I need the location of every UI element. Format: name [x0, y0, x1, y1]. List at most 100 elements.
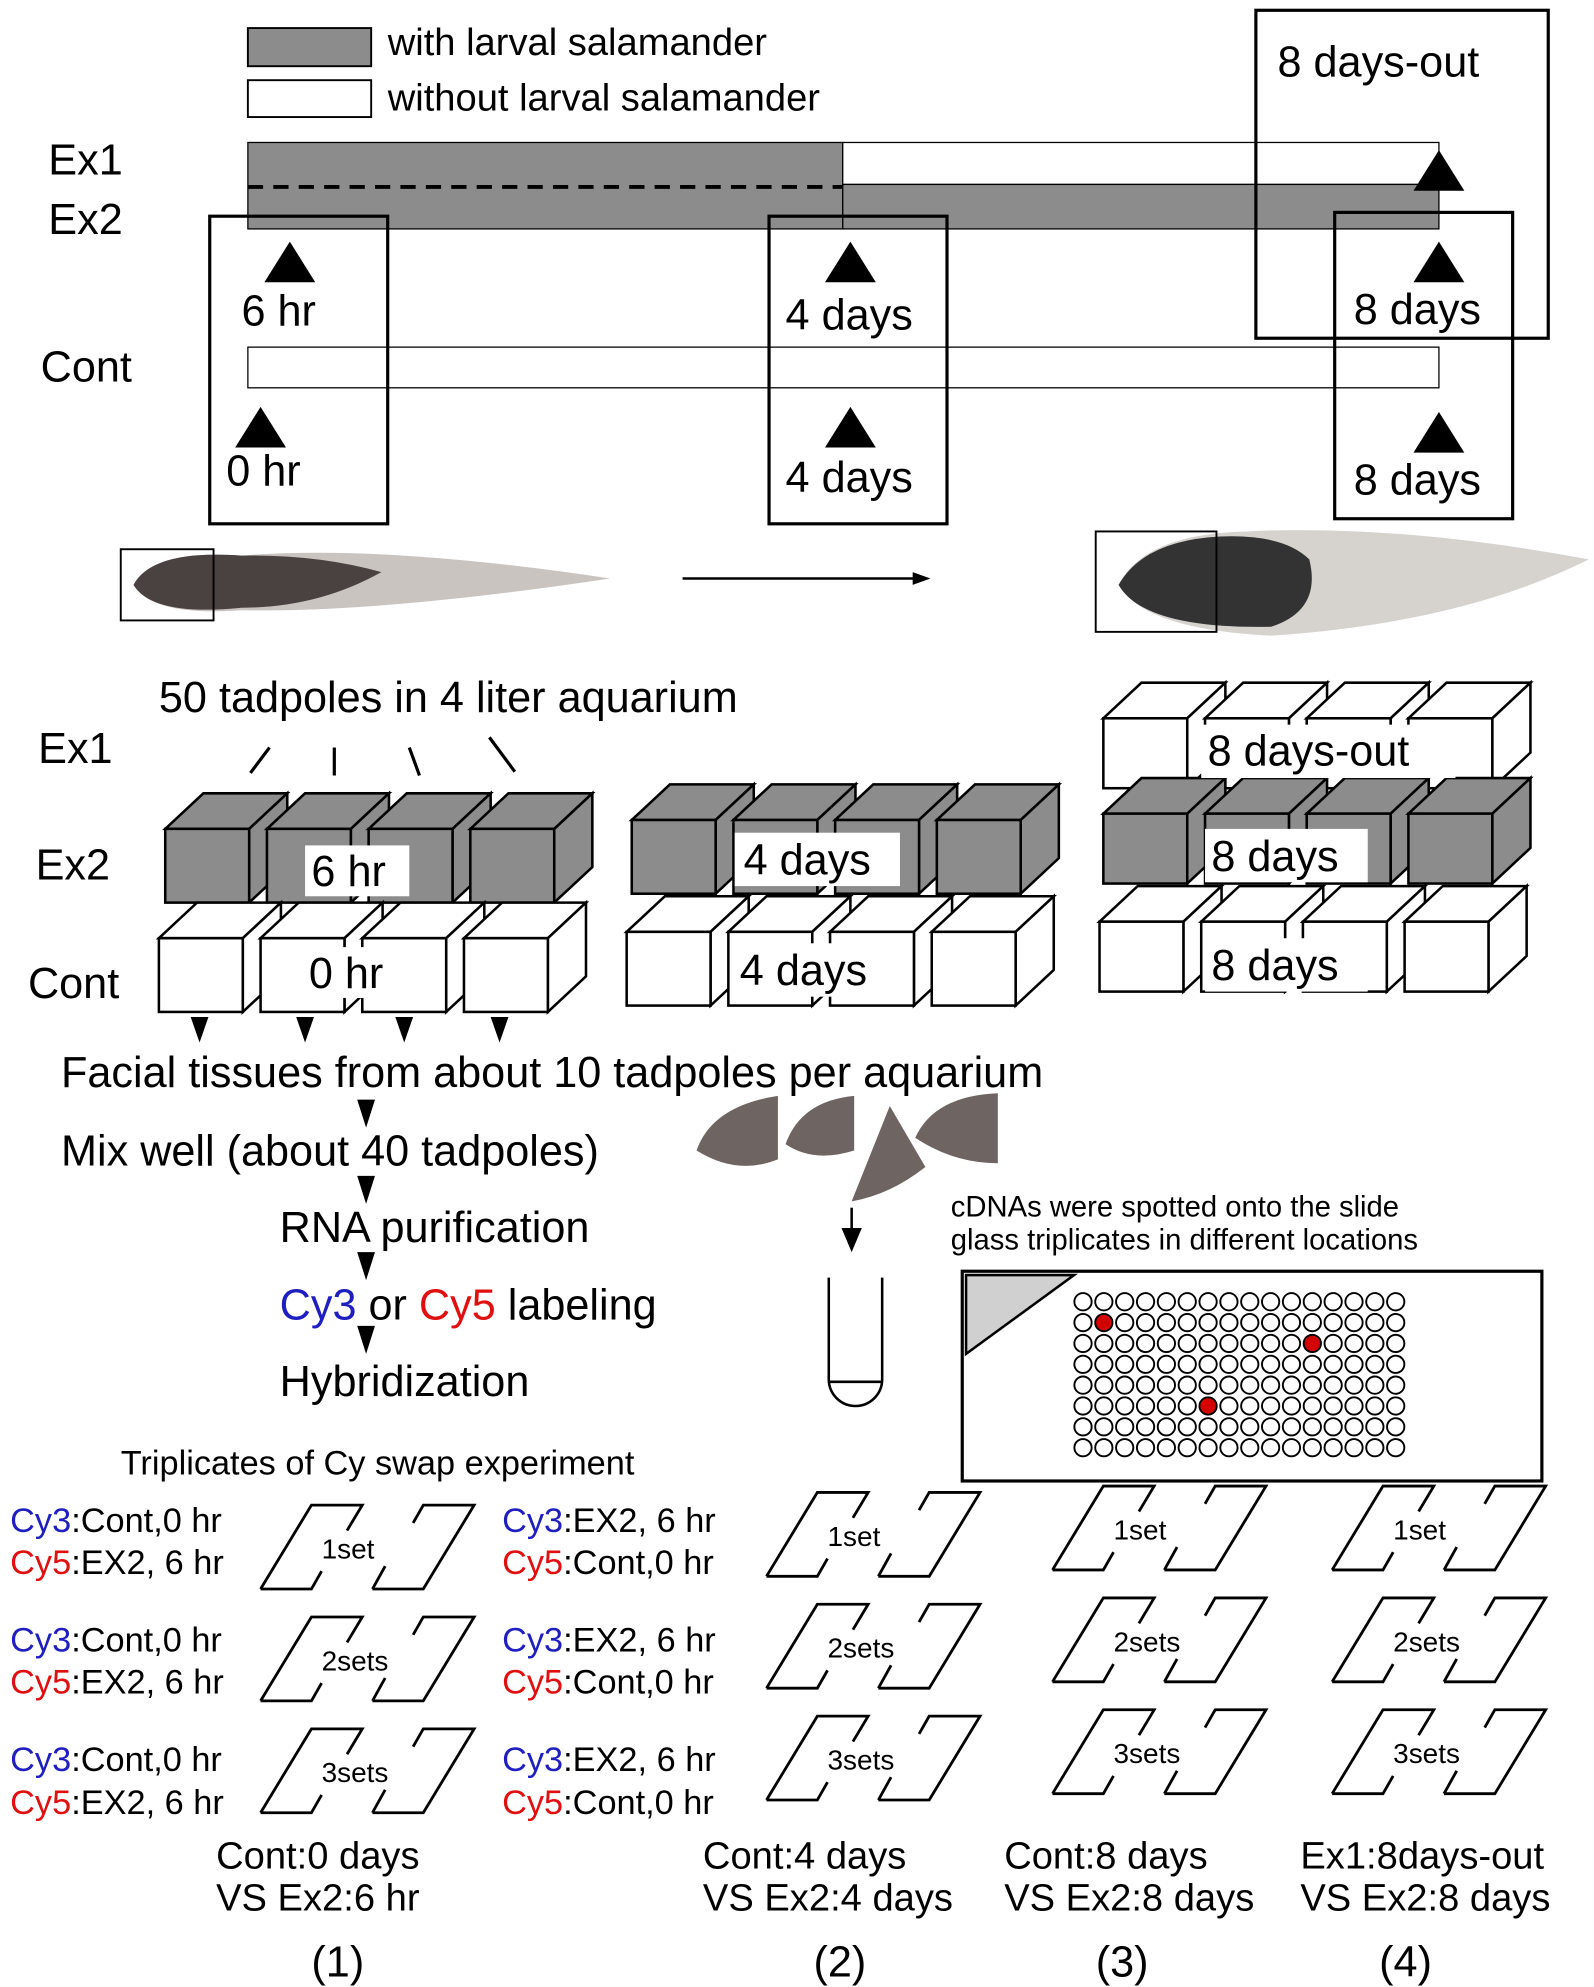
set-label: 2sets [1114, 1626, 1181, 1657]
set-label: 3sets [1393, 1738, 1460, 1769]
spot [1386, 1312, 1406, 1333]
spot [1219, 1417, 1239, 1437]
comparison-number: (2) [814, 1939, 867, 1987]
spot [1094, 1354, 1114, 1374]
step-mix-well: Mix well (about 40 tadpoles) [61, 1128, 599, 1176]
spot [1323, 1354, 1343, 1374]
spot [1156, 1292, 1176, 1312]
spot [1302, 1375, 1322, 1395]
sampling-markers [235, 150, 1465, 453]
comparison-number: (1) [311, 1939, 364, 1987]
spot [1135, 1354, 1156, 1374]
highlighted-spot [1302, 1333, 1322, 1354]
cy3-assignment: Cy3:EX2, 6 hr [502, 1502, 716, 1540]
spot [1281, 1438, 1302, 1458]
spot [1115, 1354, 1135, 1374]
aquarium-ex2 [933, 781, 1063, 897]
cy3-assignment: Cy3:Cont,0 hr [10, 1621, 222, 1659]
spot [1240, 1354, 1260, 1374]
box-4days [767, 214, 949, 526]
aquarium-cont-label: Cont [28, 960, 119, 1008]
spot [1240, 1375, 1260, 1395]
spot [1261, 1438, 1281, 1458]
spot [1386, 1375, 1406, 1395]
swap-title: Triplicates of Cy swap experiment [121, 1445, 635, 1483]
spot [1156, 1375, 1176, 1395]
spot [1115, 1333, 1135, 1354]
timeline-ex2-label: Ex2 [48, 196, 122, 244]
spot [1302, 1312, 1322, 1333]
spot [1344, 1333, 1364, 1354]
slide-corner-mark [964, 1273, 1079, 1357]
slide-set: 2sets [1051, 1596, 1269, 1684]
spot [1073, 1438, 1093, 1458]
spot [1135, 1375, 1156, 1395]
spot [1386, 1354, 1406, 1374]
spot [1323, 1375, 1343, 1395]
spot [1198, 1333, 1218, 1354]
cy5-assignment: Cy5:EX2, 6 hr [10, 1544, 224, 1582]
spot [1323, 1396, 1343, 1416]
spot [1240, 1333, 1260, 1354]
comparison-number: (3) [1096, 1939, 1149, 1987]
spot [1073, 1354, 1093, 1374]
spot [1198, 1354, 1218, 1374]
spot [1240, 1292, 1260, 1312]
slide-set: 1set [1330, 1484, 1549, 1572]
spot [1302, 1292, 1322, 1312]
spot [1115, 1417, 1135, 1437]
spot [1219, 1396, 1239, 1416]
spot [1219, 1312, 1239, 1333]
spot [1094, 1292, 1114, 1312]
spot [1219, 1375, 1239, 1395]
cont-point-8days: 8 days [1354, 457, 1481, 505]
spot [1219, 1354, 1239, 1374]
spot [1073, 1292, 1093, 1312]
slide-set: 1set [765, 1491, 983, 1578]
spot [1365, 1312, 1385, 1333]
ex-point-4days: 4 days [786, 291, 913, 339]
spot [1365, 1292, 1385, 1312]
spot [1115, 1375, 1135, 1395]
spot [1344, 1417, 1364, 1437]
spot [1115, 1438, 1135, 1458]
tadpole-early-image [119, 548, 611, 622]
spot [1344, 1396, 1364, 1416]
legend-swatch-without [246, 79, 373, 119]
slide-set: 3sets [1330, 1708, 1549, 1796]
comparison-number: (4) [1379, 1939, 1432, 1987]
tadpole-arrows [249, 736, 517, 777]
spot [1323, 1292, 1343, 1312]
aquarium-ex2 [1405, 775, 1534, 887]
spot [1386, 1417, 1406, 1437]
facial-tissue-images [696, 1093, 998, 1202]
triangle-icon [824, 406, 876, 448]
spot [1240, 1438, 1260, 1458]
timeline-ex1-label: Ex1 [48, 136, 122, 184]
aquarium-label-cont-8days: 8 days [1211, 942, 1338, 990]
cy3-assignment: Cy3:EX2, 6 hr [502, 1621, 716, 1659]
set-label: 1set [1393, 1514, 1446, 1545]
spot [1281, 1396, 1302, 1416]
spot [1073, 1396, 1093, 1416]
spot [1156, 1333, 1176, 1354]
spot [1135, 1396, 1156, 1416]
slide-set: 1set [259, 1503, 477, 1591]
step-labeling: Cy3 or Cy5 labeling [280, 1282, 657, 1330]
spot [1323, 1438, 1343, 1458]
spot [1365, 1417, 1385, 1437]
spot [1115, 1292, 1135, 1312]
spot [1177, 1375, 1197, 1395]
triangle-icon [824, 241, 876, 283]
spot [1177, 1417, 1197, 1437]
slide-set: 3sets [765, 1714, 983, 1802]
arrow-head-icon [841, 1228, 862, 1253]
spot [1365, 1396, 1385, 1416]
set-label: 1set [1114, 1514, 1167, 1545]
spot [1323, 1417, 1343, 1437]
spot [1281, 1312, 1302, 1333]
comparison-line1: Ex1:8days-out [1300, 1835, 1544, 1878]
spot [1177, 1333, 1197, 1354]
aquarium-ex2-label: Ex2 [36, 842, 110, 890]
spot [1219, 1333, 1239, 1354]
